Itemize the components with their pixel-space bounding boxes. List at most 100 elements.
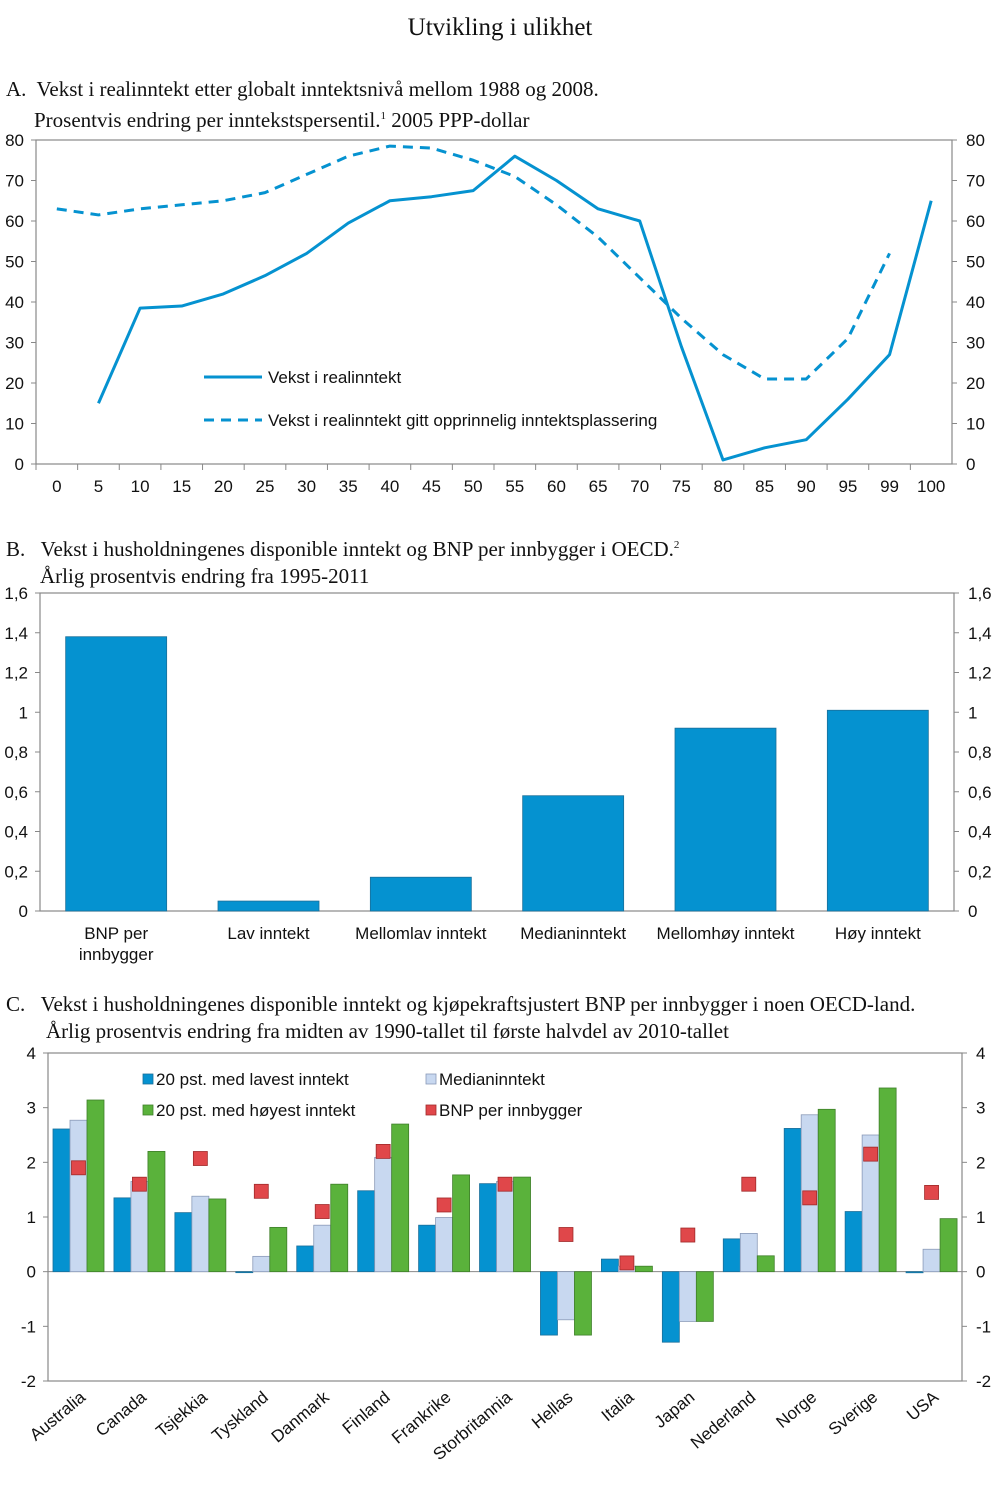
a-ytick-label-right: 50 [966,253,985,272]
a-xtick-label: 0 [52,477,61,496]
a-legend-label-2: Vekst i realinntekt gitt opprinnelig inn… [268,411,657,430]
a-ytick-label-left: 10 [5,415,24,434]
a-xtick-label: 5 [94,477,103,496]
c-bar-2 [191,1195,210,1273]
c-legend-swatch-2 [425,1073,437,1085]
a-xtick-label: 70 [630,477,649,496]
a-xtick-label: 15 [172,477,191,496]
c-ytick-label-right: 2 [976,1153,985,1172]
a-xtick-label: 35 [339,477,358,496]
panel-c-line2: Årlig prosentvis endring fra midten av 1… [46,1019,729,1043]
c-ytick-label-right: -2 [976,1372,991,1391]
c-bnp-marker [192,1151,208,1166]
c-xtick-label: Italia [598,1387,638,1425]
a-ytick-label-left: 60 [5,212,24,231]
c-bar-2 [313,1224,332,1273]
c-bar-3 [147,1151,166,1273]
b-xtick-label: Medianinntekt [520,924,626,943]
a-xtick-label: 25 [256,477,275,496]
b-ytick-label-right: 0 [968,902,977,921]
panel-c-line1: Vekst i husholdningenes disponible innte… [40,992,916,1016]
c-bar-3 [817,1108,836,1273]
c-bar-1 [52,1128,71,1273]
b-ytick-label-left: 1,2 [4,664,28,683]
figure-title: Utvikling i ulikhet [407,14,593,41]
c-bar-2 [557,1271,575,1321]
c-ytick-label-left: -2 [21,1372,36,1391]
c-bar-1 [418,1224,437,1273]
a-ytick-label-right: 70 [966,172,985,191]
c-ytick-label-left: 4 [27,1044,36,1063]
c-bar-1 [722,1238,741,1273]
c-legend-swatch-4 [425,1104,437,1116]
a-xtick-label: 100 [917,477,945,496]
c-ytick-label-right: -1 [976,1317,991,1336]
c-xtick-label: Japan [651,1388,699,1432]
c-xtick-label: Tsjekkia [152,1387,211,1441]
b-plot-frame [39,592,955,912]
a-xtick-label: 40 [380,477,399,496]
a-xtick-label: 45 [422,477,441,496]
a-ytick-label-left: 50 [5,253,24,272]
a-xtick-label: 60 [547,477,566,496]
c-bar-2 [69,1119,88,1273]
c-ytick-label-right: 0 [976,1263,985,1282]
b-ytick-label-right: 1 [968,703,977,722]
c-bar-1 [357,1190,376,1273]
a-xtick-label: 99 [880,477,899,496]
b-bar [369,876,472,912]
c-bar-2 [496,1181,514,1273]
b-bar [674,727,777,912]
a-series-line-1 [97,154,933,462]
a-series-line-2 [56,144,891,381]
c-bnp-marker [253,1183,269,1199]
c-xtick-label: Danmark [268,1387,333,1446]
c-bar-2 [374,1157,393,1273]
c-legend-swatch-3 [142,1104,154,1116]
c-bar-3 [635,1265,653,1273]
c-bar-3 [574,1271,592,1336]
c-bar-3 [391,1123,410,1273]
c-bar-2 [435,1217,454,1273]
b-bar [522,795,625,912]
c-bnp-marker [924,1185,939,1200]
panel-b-title: B. Vekst i husholdningenes disponible in… [6,532,679,590]
c-bar-2 [922,1248,941,1273]
c-bar-2 [678,1271,697,1322]
b-bar [65,636,168,912]
b-xtick-label: Høy inntekt [835,924,921,943]
c-ytick-label-right: 1 [976,1208,985,1227]
c-bar-3 [513,1176,531,1273]
c-bar-3 [878,1087,897,1273]
b-bar [826,709,929,912]
c-xtick-label: Finland [339,1388,394,1438]
c-bnp-marker [375,1144,391,1159]
b-ytick-label-right: 0,6 [968,783,992,802]
a-ytick-label-left: 0 [15,455,24,474]
panel-c-letter: C. [6,992,26,1016]
panel-a-letter: A. [6,77,27,101]
c-bar-3 [695,1271,714,1322]
c-bar-3 [86,1099,105,1273]
c-bar-2 [252,1255,271,1273]
c-bnp-marker [741,1176,757,1192]
b-xtick-label: Mellomlav inntekt [355,924,487,943]
c-ytick-label-right: 3 [976,1099,985,1118]
a-xtick-label: 30 [297,477,316,496]
c-bar-1 [844,1211,863,1273]
a-legend-label-1: Vekst i realinntekt [268,368,402,387]
c-xtick-label: Canada [92,1387,150,1440]
panel-a-line2b: 2005 PPP-dollar [385,108,530,132]
a-ytick-label-left: 80 [5,131,24,150]
c-bar-1 [905,1271,924,1274]
a-ytick-label-right: 40 [966,293,985,312]
c-bar-3 [452,1174,471,1273]
c-legend-swatch-1 [142,1073,154,1085]
c-bar-1 [661,1271,680,1343]
c-legend-label-1: 20 pst. med lavest inntekt [156,1070,349,1089]
c-bar-1 [174,1212,193,1273]
b-ytick-label-right: 1,6 [968,584,992,603]
a-xtick-label: 80 [714,477,733,496]
